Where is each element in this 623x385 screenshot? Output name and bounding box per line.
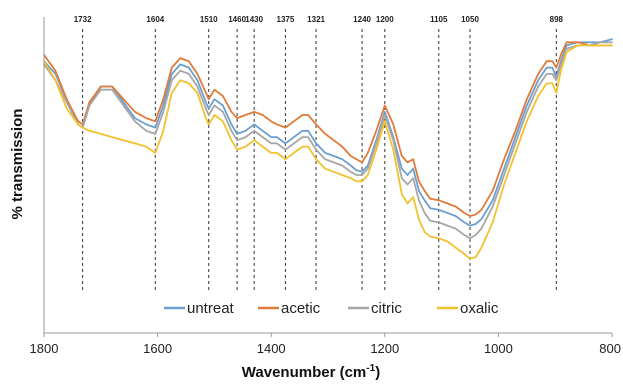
x-tick-label-1800: 1800 xyxy=(30,341,59,356)
legend-label-citric: citric xyxy=(371,300,402,317)
axis-layer: 1800 1600 1400 1200 1000 800 xyxy=(30,17,621,356)
series-line-acetic xyxy=(43,41,613,217)
y-axis-title: % transmission xyxy=(9,109,26,220)
series-line-oxalic xyxy=(43,44,613,260)
peak-label-898: 898 xyxy=(550,15,564,24)
peak-label-1050: 1050 xyxy=(461,15,479,24)
series-line-citric xyxy=(43,41,613,240)
peak-label-1321: 1321 xyxy=(307,15,325,24)
peak-marker-layer: 1732 1604 1510 1460 1430 1375 1321 1240 1200 1105… xyxy=(74,15,564,291)
peak-label-1732: 1732 xyxy=(74,15,92,24)
peak-label-1105: 1105 xyxy=(430,15,448,24)
peak-label-1430: 1430 xyxy=(245,15,263,24)
series-line-untreat xyxy=(43,38,613,227)
x-tick-label-1600: 1600 xyxy=(143,341,172,356)
series-layer xyxy=(43,38,613,260)
x-tick-label-1000: 1000 xyxy=(484,341,513,356)
legend-label-oxalic: oxalic xyxy=(460,300,499,317)
legend-label-untreat: untreat xyxy=(187,300,235,317)
x-tick-label-1400: 1400 xyxy=(257,341,286,356)
peak-label-1460: 1460 xyxy=(228,15,246,24)
peak-label-1510: 1510 xyxy=(200,15,218,24)
peak-label-1375: 1375 xyxy=(277,15,295,24)
peak-label-1240: 1240 xyxy=(353,15,371,24)
legend-label-acetic: acetic xyxy=(281,300,321,317)
legend: untreat acetic citric oxalic xyxy=(164,300,499,317)
x-axis-title: Wavenumber (cm-1) xyxy=(242,363,380,381)
peak-label-1604: 1604 xyxy=(146,15,164,24)
x-tick-label-1200: 1200 xyxy=(370,341,399,356)
peak-label-1200: 1200 xyxy=(376,15,394,24)
x-tick-label-800: 800 xyxy=(599,341,621,356)
